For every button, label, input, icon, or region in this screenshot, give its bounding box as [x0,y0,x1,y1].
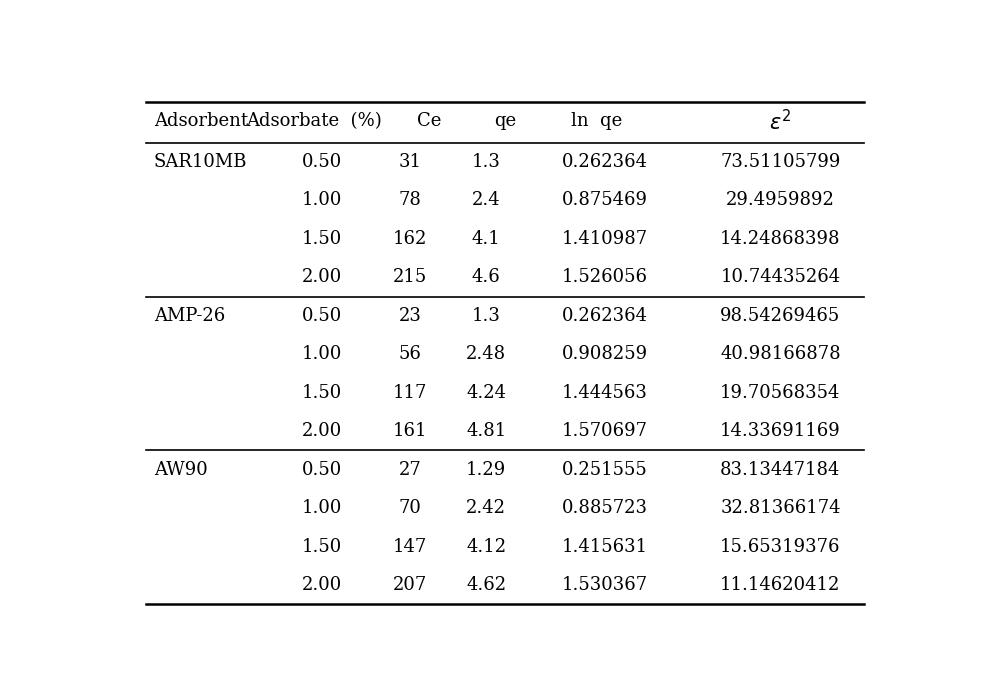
Text: 14.33691169: 14.33691169 [720,422,841,440]
Text: 207: 207 [392,576,427,594]
Text: 56: 56 [398,345,421,363]
Text: 1.3: 1.3 [471,307,501,325]
Text: 70: 70 [398,499,421,517]
Text: 1.3: 1.3 [471,153,501,171]
Text: 2.48: 2.48 [466,345,506,363]
Text: ln  qe: ln qe [572,112,622,130]
Text: 31: 31 [398,153,421,171]
Text: 2.00: 2.00 [302,576,342,594]
Text: 0.875469: 0.875469 [562,192,648,209]
Text: 4.24: 4.24 [466,383,506,401]
Text: 1.410987: 1.410987 [562,230,648,248]
Text: 29.4959892: 29.4959892 [726,192,835,209]
Text: 73.51105799: 73.51105799 [720,153,841,171]
Text: Adsorbent: Adsorbent [154,112,247,130]
Text: 4.1: 4.1 [472,230,501,248]
Text: 15.65319376: 15.65319376 [720,537,841,556]
Text: 1.50: 1.50 [302,537,342,556]
Text: 162: 162 [392,230,427,248]
Text: 4.81: 4.81 [466,422,507,440]
Text: 4.62: 4.62 [466,576,506,594]
Text: 0.50: 0.50 [302,307,342,325]
Text: 161: 161 [392,422,427,440]
Text: 1.00: 1.00 [302,499,342,517]
Text: 19.70568354: 19.70568354 [720,383,841,401]
Text: 40.98166878: 40.98166878 [720,345,841,363]
Text: 0.262364: 0.262364 [562,153,648,171]
Text: 1.570697: 1.570697 [562,422,648,440]
Text: 23: 23 [398,307,421,325]
Text: 0.50: 0.50 [302,461,342,479]
Text: 1.415631: 1.415631 [562,537,648,556]
Text: 2.42: 2.42 [466,499,506,517]
Text: AW90: AW90 [154,461,208,479]
Text: 10.74435264: 10.74435264 [721,268,840,286]
Text: Adsorbate  (%): Adsorbate (%) [246,112,383,130]
Text: 215: 215 [392,268,427,286]
Text: 117: 117 [392,383,427,401]
Text: 1.50: 1.50 [302,230,342,248]
Text: 4.12: 4.12 [466,537,506,556]
Text: 1.50: 1.50 [302,383,342,401]
Text: Ce: Ce [417,112,441,130]
Text: 0.262364: 0.262364 [562,307,648,325]
Text: 4.6: 4.6 [472,268,501,286]
Text: 0.908259: 0.908259 [562,345,648,363]
Text: 2.00: 2.00 [302,422,342,440]
Text: SAR10MB: SAR10MB [154,153,247,171]
Text: 0.50: 0.50 [302,153,342,171]
Text: 1.530367: 1.530367 [562,576,648,594]
Text: 0.885723: 0.885723 [562,499,648,517]
Text: 1.00: 1.00 [302,192,342,209]
Text: 1.00: 1.00 [302,345,342,363]
Text: $\varepsilon^{2}$: $\varepsilon^{2}$ [769,109,792,134]
Text: 1.526056: 1.526056 [562,268,648,286]
Text: 83.13447184: 83.13447184 [720,461,841,479]
Text: 78: 78 [398,192,421,209]
Text: 1.444563: 1.444563 [562,383,648,401]
Text: 1.29: 1.29 [466,461,507,479]
Text: 27: 27 [398,461,421,479]
Text: 0.251555: 0.251555 [562,461,648,479]
Text: 2.4: 2.4 [472,192,501,209]
Text: 98.54269465: 98.54269465 [721,307,840,325]
Text: qe: qe [494,112,517,130]
Text: 11.14620412: 11.14620412 [720,576,841,594]
Text: 147: 147 [392,537,427,556]
Text: 2.00: 2.00 [302,268,342,286]
Text: 32.81366174: 32.81366174 [720,499,841,517]
Text: 14.24868398: 14.24868398 [720,230,841,248]
Text: AMP-26: AMP-26 [154,307,225,325]
